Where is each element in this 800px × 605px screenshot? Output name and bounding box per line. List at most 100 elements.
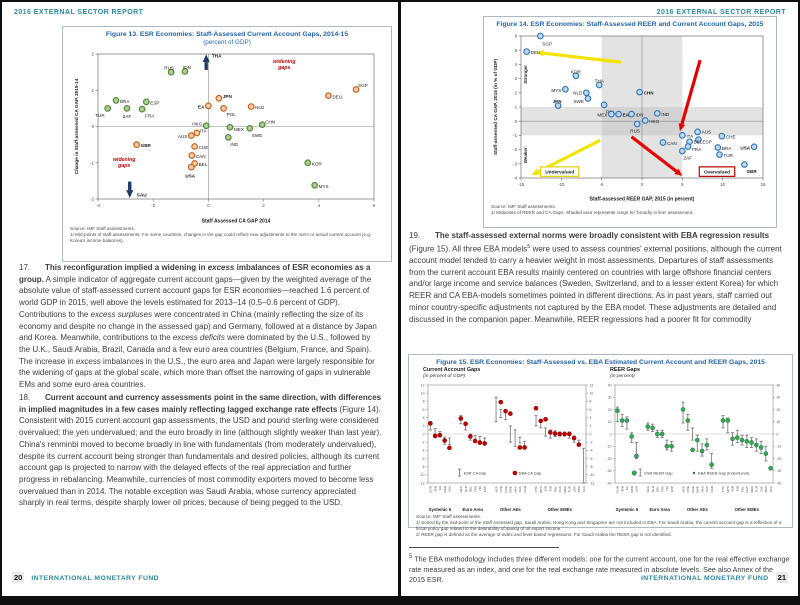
footnote-rule [409, 547, 559, 548]
svg-text:BEL: BEL [656, 486, 660, 492]
svg-text:0: 0 [92, 124, 95, 129]
svg-text:0: 0 [641, 182, 644, 187]
svg-text:KOR: KOR [312, 161, 323, 166]
svg-text:EBA REER Gap (Index/Level): EBA REER Gap (Index/Level) [698, 471, 750, 476]
svg-text:20: 20 [608, 408, 612, 412]
svg-text:DEU: DEU [332, 94, 342, 99]
panel-reer-title: REER Gaps [610, 367, 640, 374]
svg-text:NLD: NLD [573, 91, 583, 96]
svg-text:IDN: IDN [636, 113, 644, 118]
figure-13: Figure 13. ESR Economies: Staff-Assessed… [62, 26, 392, 262]
figure-13-subtitle: (percent of GDP) [203, 39, 251, 47]
svg-text:SWE: SWE [509, 486, 513, 493]
svg-text:10: 10 [777, 421, 781, 425]
svg-text:RUS: RUS [745, 486, 749, 493]
svg-text:Staff-assessed CA GAP, 2015 (i: Staff-assessed CA GAP, 2015 (in % of GDP… [493, 59, 498, 156]
svg-text:MYS: MYS [726, 486, 730, 493]
svg-text:-12: -12 [590, 482, 595, 486]
panel-ca-title: Current Account Gaps [423, 367, 481, 374]
svg-text:-10: -10 [777, 445, 782, 449]
svg-text:CAN: CAN [710, 486, 714, 493]
svg-text:CHN: CHN [429, 486, 433, 493]
svg-text:GBR: GBR [630, 486, 634, 493]
page-footer-right: INTERNATIONAL MONETARY FUND 21 [641, 572, 788, 583]
svg-text:ZAF: ZAF [123, 114, 132, 119]
svg-text:POL: POL [740, 486, 744, 492]
svg-text:2: 2 [590, 425, 592, 429]
svg-text:POL: POL [553, 486, 557, 492]
svg-text:IDN: IDN [183, 65, 191, 70]
svg-text:0: 0 [207, 203, 210, 208]
svg-text:15: 15 [761, 182, 766, 187]
svg-text:-10: -10 [590, 474, 595, 478]
svg-text:IND: IND [549, 486, 553, 492]
svg-text:0: 0 [777, 433, 779, 437]
svg-text:ITA: ITA [200, 129, 208, 134]
svg-text:SGP: SGP [358, 83, 368, 88]
panel-ca-subtitle: (in percent of GDP) [423, 373, 466, 379]
svg-text:MEX: MEX [234, 127, 244, 132]
svg-text:-10: -10 [420, 474, 425, 478]
svg-text:2: 2 [423, 425, 425, 429]
svg-text:ESP: ESP [150, 100, 159, 105]
svg-text:-4: -4 [96, 203, 100, 208]
svg-text:4: 4 [590, 416, 592, 420]
svg-text:CHE: CHE [686, 486, 690, 493]
svg-text:0: 0 [590, 433, 592, 437]
svg-text:ESR REER Gap: ESR REER Gap [644, 471, 672, 476]
svg-text:FRA: FRA [473, 486, 477, 493]
svg-text:1: 1 [92, 88, 95, 93]
svg-text:THA: THA [212, 54, 222, 60]
svg-text:Overvalued: Overvalued [704, 170, 730, 176]
svg-text:AUS: AUS [518, 486, 522, 492]
svg-text:-10: -10 [607, 445, 612, 449]
page-number: 20 [12, 572, 25, 583]
svg-text:USA: USA [185, 174, 195, 179]
svg-text:KOR: KOR [691, 486, 695, 493]
svg-text:HKG: HKG [700, 486, 704, 493]
svg-text:10: 10 [590, 392, 594, 396]
svg-text:IND: IND [736, 486, 740, 492]
svg-text:30: 30 [608, 396, 612, 400]
svg-text:-2: -2 [421, 441, 424, 445]
svg-text:-8: -8 [421, 465, 424, 469]
svg-text:-4: -4 [421, 449, 424, 453]
svg-text:MEX: MEX [597, 113, 607, 118]
svg-text:-2: -2 [513, 148, 517, 153]
svg-text:12: 12 [590, 384, 594, 388]
svg-text:BEL: BEL [694, 140, 703, 145]
svg-text:Staff Assessed CA GAP 2014: Staff Assessed CA GAP 2014 [202, 219, 271, 225]
svg-text:-4: -4 [590, 449, 593, 453]
svg-text:10: 10 [720, 182, 725, 187]
svg-text:Other EMEs: Other EMEs [735, 507, 760, 512]
svg-text:DEU: DEU [646, 486, 650, 493]
svg-text:AUS: AUS [178, 134, 187, 139]
svg-text:JPN: JPN [620, 486, 624, 492]
svg-text:RUS: RUS [630, 129, 640, 134]
svg-text:SGP: SGP [681, 486, 685, 493]
svg-text:CHE: CHE [199, 145, 209, 150]
svg-text:ITA: ITA [478, 486, 482, 492]
svg-text:ZAF: ZAF [759, 486, 763, 492]
svg-text:-2: -2 [590, 441, 593, 445]
svg-text:NLD: NLD [651, 486, 655, 493]
svg-text:MYS: MYS [539, 486, 543, 493]
svg-text:SAU: SAU [769, 486, 773, 492]
svg-text:Weaker: Weaker [523, 148, 528, 164]
svg-text:THA: THA [721, 486, 725, 493]
figure-15: Figure 15. ESR Economies: Staff-Assessed… [408, 354, 793, 537]
svg-text:4: 4 [515, 62, 518, 67]
svg-text:-40: -40 [607, 482, 612, 486]
svg-text:IND: IND [230, 142, 239, 147]
svg-text:-20: -20 [777, 457, 782, 461]
svg-text:MEX: MEX [563, 486, 567, 493]
svg-text:8: 8 [590, 400, 592, 404]
svg-text:6: 6 [373, 203, 376, 208]
svg-text:-8: -8 [590, 465, 593, 469]
figure-13-chart: -4 -2 0 2 4 6 -2 -1 0 1 2 Staff Assessed CA GAP 201… [71, 49, 383, 225]
svg-text:CHN: CHN [616, 486, 620, 493]
svg-text:BRA: BRA [577, 486, 581, 493]
svg-text:-2: -2 [151, 203, 155, 208]
svg-text:1: 1 [515, 105, 518, 110]
